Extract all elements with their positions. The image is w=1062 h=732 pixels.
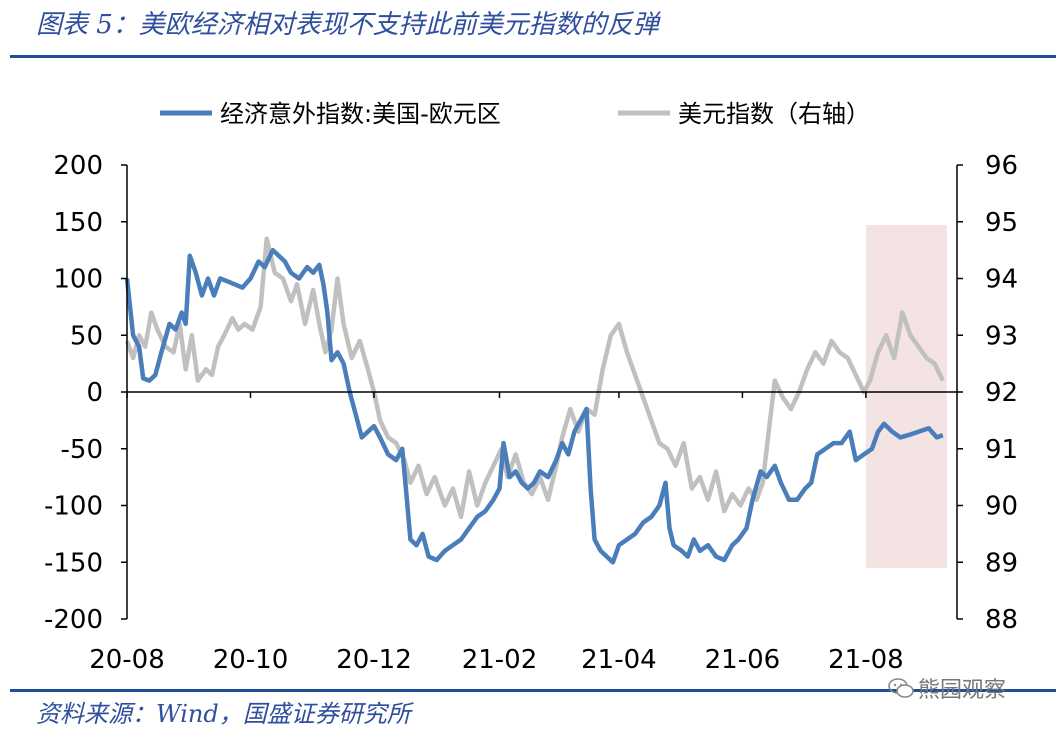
x-tick-label: 20-10 [213, 645, 289, 675]
left-tick-label: 50 [70, 321, 103, 351]
left-tick-label: 150 [53, 208, 103, 238]
right-tick-label: 94 [985, 265, 1018, 295]
highlight-region [865, 225, 947, 568]
legend-label: 美元指数（右轴） [678, 100, 870, 128]
left-tick-label: -150 [44, 548, 103, 578]
bottom-divider [10, 689, 1056, 692]
legend: 经济意外指数:美国-欧元区 美元指数（右轴） [160, 100, 870, 128]
right-tick-label: 95 [985, 208, 1018, 238]
watermark: 熊园观察 [888, 672, 1006, 704]
left-tick-label: 100 [53, 265, 103, 295]
left-tick-label: -50 [61, 435, 103, 465]
right-tick-label: 92 [985, 378, 1018, 408]
wechat-icon [888, 678, 914, 698]
x-tick-label: 20-08 [89, 645, 165, 675]
watermark-text: 熊园观察 [918, 678, 1007, 703]
left-tick-label: 200 [53, 151, 103, 181]
left-tick-label: -200 [44, 605, 103, 635]
x-tick-label: 20-12 [336, 645, 412, 675]
right-tick-label: 90 [985, 492, 1018, 522]
figure-title: 图表 5：美欧经济相对表现不支持此前美元指数的反弹 [36, 10, 659, 40]
left-tick-label: -100 [44, 492, 103, 522]
right-tick-label: 96 [985, 151, 1018, 181]
source-note: 资料来源：Wind，国盛证券研究所 [36, 700, 411, 728]
right-tick-label: 91 [985, 435, 1018, 465]
x-tick-label: 21-04 [581, 645, 657, 675]
x-tick-label: 21-06 [705, 645, 781, 675]
right-tick-label: 89 [985, 548, 1018, 578]
right-tick-label: 88 [985, 605, 1018, 635]
x-tick-label: 21-02 [462, 645, 538, 675]
x-tick-label: 21-08 [828, 645, 904, 675]
right-tick-label: 93 [985, 321, 1018, 351]
top-divider [10, 55, 1056, 58]
chart: 200 150 100 50 0 -50 -100 -150 -200 96 95 94 93 92 91 9… [44, 100, 1018, 675]
series-line-surprise-index [124, 247, 944, 565]
left-tick-label: 0 [86, 378, 103, 408]
legend-label: 经济意外指数:美国-欧元区 [220, 100, 501, 128]
